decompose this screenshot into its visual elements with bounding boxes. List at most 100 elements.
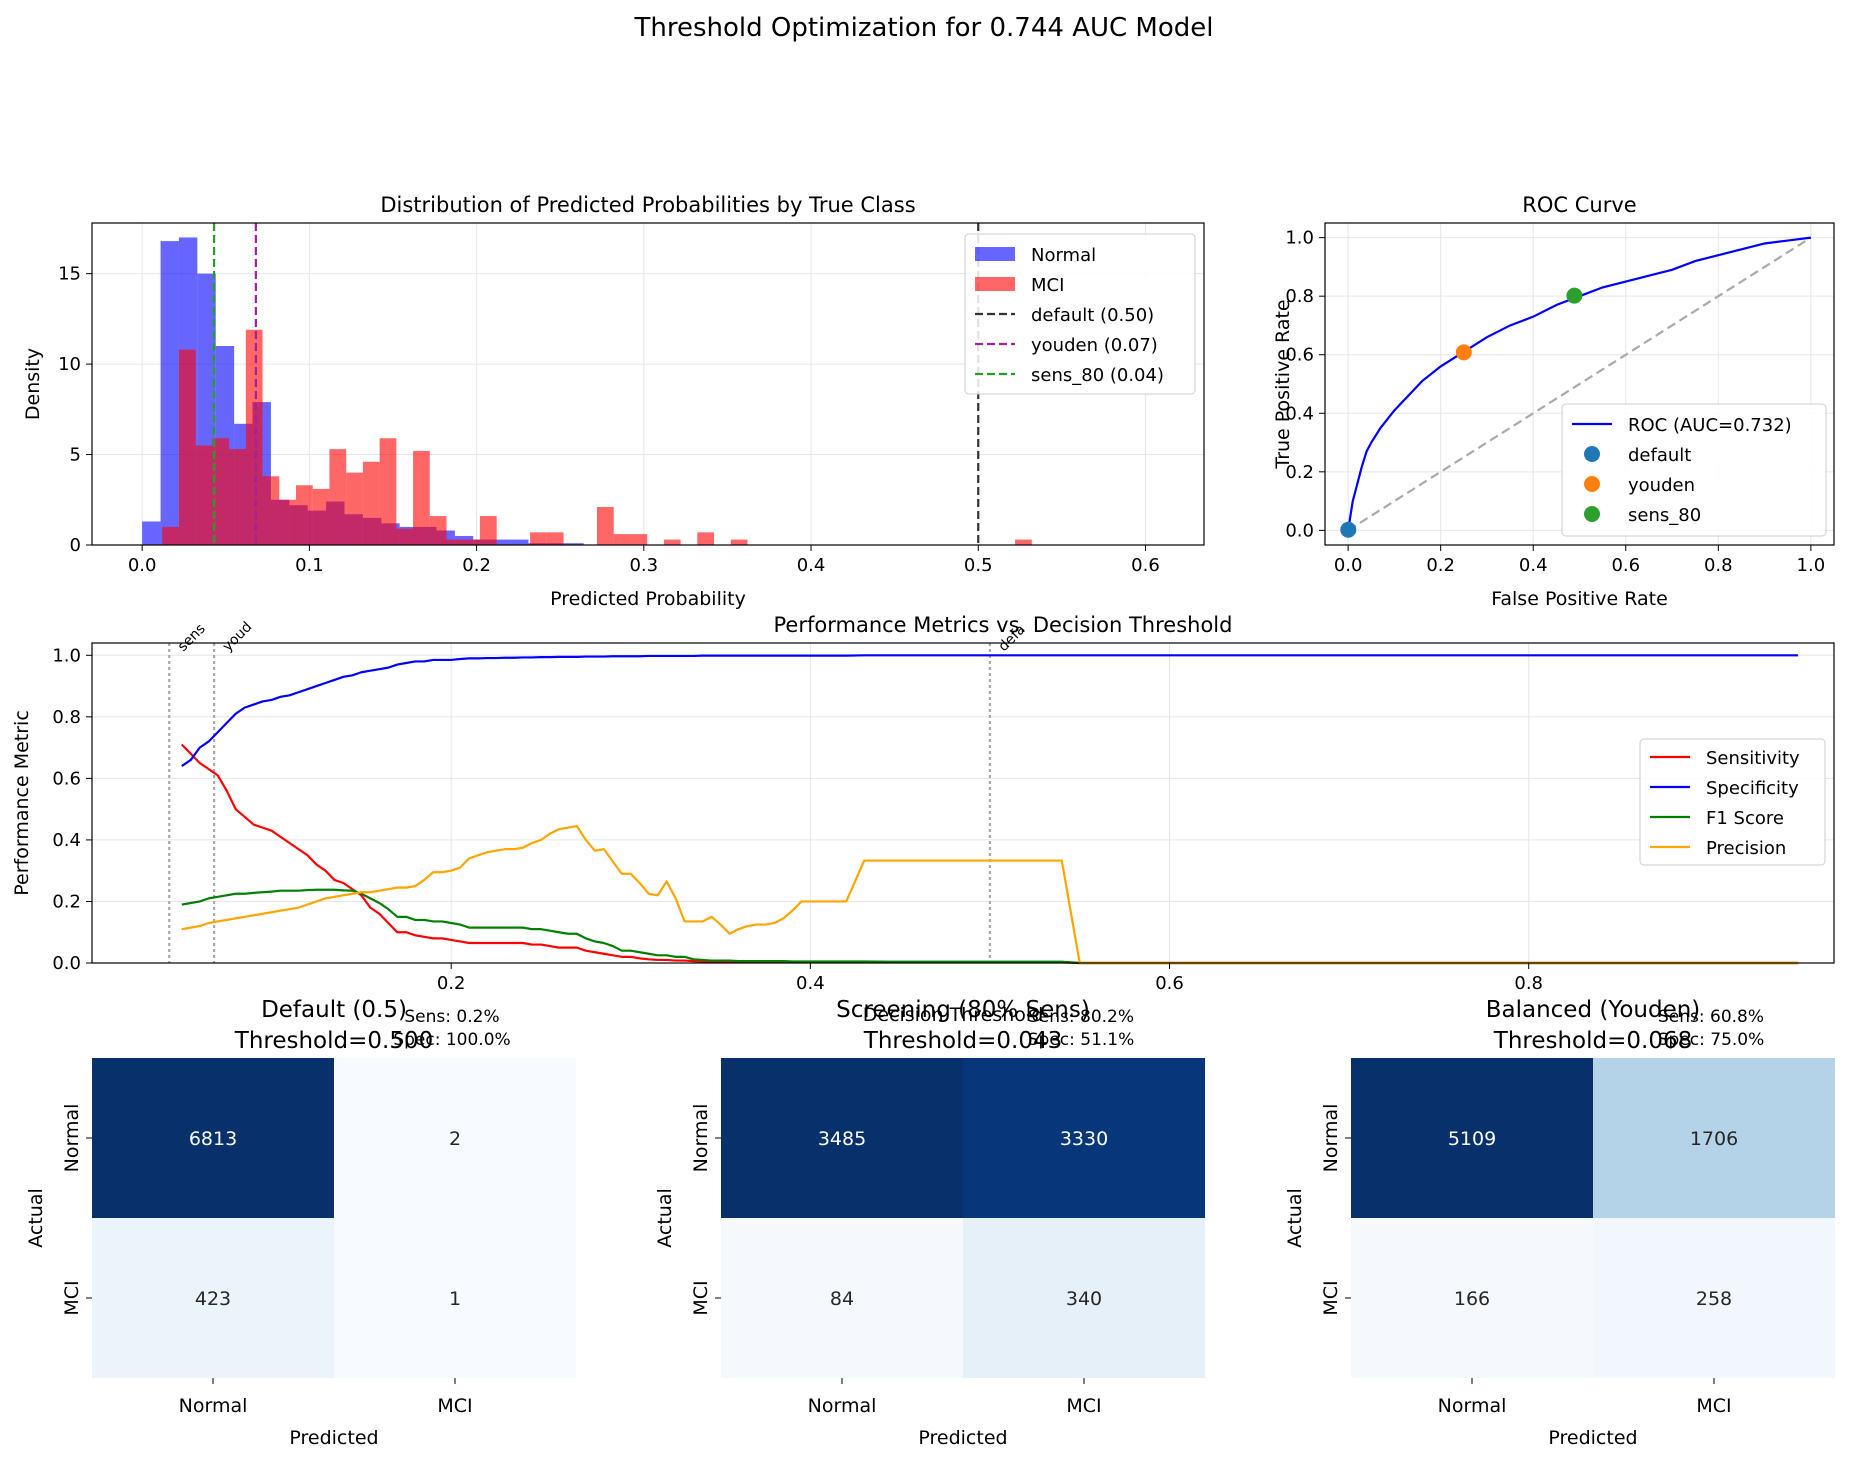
y-tick-label: 1.0	[1285, 228, 1314, 249]
legend-label: default	[1628, 445, 1691, 466]
x-tick-label: 0.1	[295, 555, 324, 576]
histogram-bar-mci	[613, 534, 631, 545]
y-tick-label: 0.6	[52, 768, 81, 789]
x-axis-label: Decision Threshold	[863, 1004, 1044, 1026]
x-tick-label: 0.0	[1334, 555, 1363, 576]
roc-curve	[1347, 236, 1812, 531]
x-axis-label: False Positive Rate	[1491, 588, 1668, 610]
y-tick-label: 0.0	[52, 953, 81, 974]
legend-label: Normal	[1031, 245, 1096, 266]
heatmap-cell-value: 1706	[1690, 1128, 1738, 1150]
legend-label: MCI	[1031, 275, 1064, 296]
y-axis-label: Density	[22, 348, 44, 420]
histogram-bar-mci	[413, 450, 430, 545]
histogram-bar-mci	[429, 516, 447, 545]
histogram-bar-mci	[195, 445, 213, 545]
chart-subtitle: Threshold=0.043	[863, 1028, 1062, 1054]
y-axis-label: Performance Metric	[11, 710, 33, 896]
y-tick-label: Normal	[61, 1104, 83, 1173]
histogram-bar-mci	[379, 438, 397, 545]
heatmap-cell-value: 2	[449, 1128, 461, 1150]
chart-title: Screening (80% Sens)	[836, 997, 1090, 1023]
heatmap-cell	[1351, 1218, 1593, 1378]
metrics-annotation: Sens: 60.8%	[1658, 1007, 1764, 1027]
y-tick-label: 0.2	[52, 891, 81, 912]
x-tick-label: 0.4	[1519, 555, 1548, 576]
x-tick-label: MCI	[437, 1395, 472, 1417]
x-tick-label: Normal	[808, 1395, 877, 1417]
metric-line-specificity	[181, 654, 1799, 767]
histogram-bar-mci	[362, 461, 380, 545]
y-tick-label: 15	[58, 264, 81, 285]
histogram-bar-mci	[178, 349, 196, 545]
chance-diagonal	[1347, 236, 1812, 532]
chart-subtitle: Threshold=0.500	[234, 1028, 433, 1054]
legend-swatch	[1584, 506, 1600, 522]
histogram-bar-mci	[546, 532, 564, 545]
x-tick-label: 0.6	[1155, 973, 1184, 994]
heatmap-cell-value: 166	[1454, 1288, 1490, 1310]
threshold-marker-label: youd	[220, 619, 256, 655]
histogram-bar-mci	[663, 539, 681, 545]
heatmap-cell-value: 340	[1066, 1288, 1102, 1310]
chart-title: Default (0.5)	[261, 997, 407, 1023]
histogram-bar-mci	[279, 499, 297, 545]
heatmap-cell	[1351, 1058, 1593, 1218]
heatmap-cell-value: 423	[195, 1288, 231, 1310]
x-axis-label: Predicted	[918, 1427, 1007, 1449]
x-tick-label: 0.3	[629, 555, 658, 576]
y-axis-label: True Positive Rate	[1272, 299, 1294, 469]
y-tick-label: 0.6	[1285, 345, 1314, 366]
x-tick-label: 0.4	[797, 555, 826, 576]
x-tick-label: 0.2	[1426, 555, 1455, 576]
axes-frame	[91, 642, 1835, 964]
histogram-bar-mci	[463, 539, 480, 545]
chart-title: ROC Curve	[1522, 193, 1636, 217]
y-tick-label: Normal	[690, 1104, 712, 1173]
metrics-annotation: Spec: 51.1%	[1028, 1030, 1135, 1050]
histogram-bar-mci	[1015, 539, 1032, 545]
histogram-bar-mci	[530, 532, 547, 545]
heatmap-cell	[334, 1058, 576, 1218]
x-tick-label: 1.0	[1797, 555, 1826, 576]
legend-swatch	[1584, 446, 1600, 462]
histogram-bar-mci	[229, 449, 246, 545]
heatmap-cell-value: 3330	[1060, 1128, 1108, 1150]
heatmap-cell	[721, 1218, 963, 1378]
legend-swatch	[1584, 476, 1600, 492]
x-tick-label: 0.2	[462, 555, 491, 576]
chart-title: Performance Metrics vs. Decision Thresho…	[774, 613, 1233, 637]
histogram-bar-mci	[396, 528, 414, 545]
y-tick-label: 0.4	[52, 830, 81, 851]
y-tick-label: MCI	[61, 1280, 83, 1315]
chart-title: Balanced (Youden)	[1486, 997, 1701, 1023]
heatmap-cell	[1593, 1058, 1835, 1218]
y-tick-label: 0	[70, 535, 81, 556]
roc-point-youden	[1455, 344, 1472, 361]
heatmap-cell-value: 1	[449, 1288, 461, 1310]
metric-line-precision	[181, 824, 1799, 965]
histogram-bar-mci	[329, 449, 347, 545]
histogram-bar-mci	[479, 516, 497, 545]
heatmap-cell-value: 258	[1696, 1288, 1732, 1310]
histogram-bar-normal	[510, 539, 529, 545]
x-tick-label: 0.2	[437, 973, 466, 994]
y-tick-label: MCI	[690, 1280, 712, 1315]
y-tick-label: 0.8	[1285, 286, 1314, 307]
legend-label: Sensitivity	[1706, 748, 1800, 769]
y-tick-label: 0.4	[1285, 403, 1314, 424]
heatmap-cell	[1593, 1218, 1835, 1378]
legend-label: Specificity	[1706, 778, 1799, 799]
legend-label: default (0.50)	[1031, 305, 1154, 326]
legend-box	[964, 233, 1196, 395]
histogram-bar-mci	[212, 438, 230, 545]
heatmap-cell	[721, 1058, 963, 1218]
x-tick-label: MCI	[1696, 1395, 1731, 1417]
x-tick-label: Normal	[179, 1395, 248, 1417]
confusion-matrix-default: 6813 2 423 1 Normal MCI Normal MCI Predicted Actu…	[25, 997, 576, 1449]
legend-label: youden	[1628, 475, 1695, 496]
y-axis-label: Actual	[654, 1188, 676, 1248]
roc-panel: 0.0 0.0 0.2 0.2 0.4 0.4 0.6 0.6 0.8 0.8 1.0 1.0 ROC …	[1272, 193, 1835, 610]
